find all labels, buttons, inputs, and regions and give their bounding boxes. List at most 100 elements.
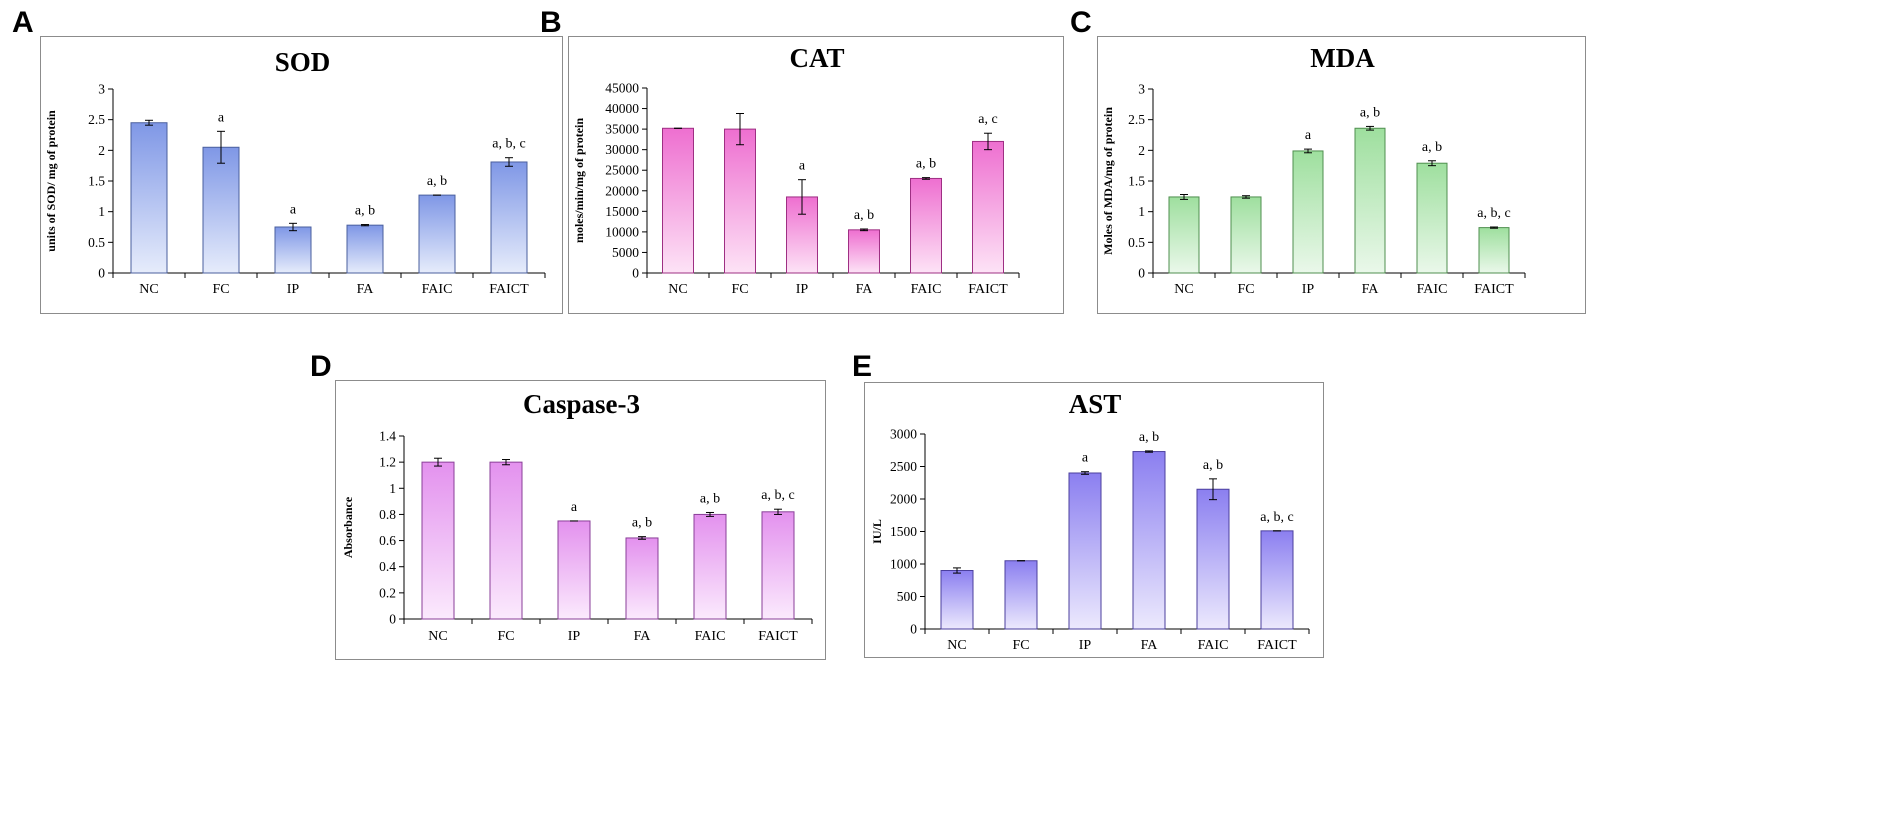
bar-faict	[761, 511, 795, 620]
x-tick-label: NC	[947, 638, 966, 653]
significance-label: a	[571, 500, 578, 515]
y-tick-label: 1.2	[379, 455, 396, 470]
bar-fa	[625, 537, 659, 620]
bar-nc	[662, 127, 694, 274]
y-tick-label: 3	[98, 82, 105, 97]
y-tick-label: 0	[910, 622, 917, 637]
x-tick-label: IP	[568, 629, 581, 644]
y-tick-label: 500	[897, 589, 918, 604]
chart-title: Caspase-3	[523, 389, 640, 419]
x-tick-label: FAICT	[758, 629, 798, 644]
y-axis-label: Absorbance	[341, 496, 355, 558]
y-tick-label: 10000	[605, 224, 639, 239]
significance-label: a, b, c	[761, 488, 794, 503]
x-tick-label: IP	[796, 282, 809, 297]
y-tick-label: 35000	[605, 122, 639, 137]
chart-panel-caspase-3: Caspase-3 Absorbance 0 0.2 0.4 0.6 0.8 1 1.2 1.4 N…	[335, 380, 826, 660]
bar-faict	[972, 140, 1004, 274]
bar-fa	[848, 229, 880, 274]
y-tick-label: 2.5	[88, 112, 105, 127]
x-tick-label: IP	[1302, 282, 1315, 297]
chart-panel-cat: CAT moles/min/mg of protein 0 5000 10000 1500…	[568, 36, 1064, 314]
x-tick-label: FC	[731, 282, 748, 297]
bar-faic	[1416, 162, 1448, 274]
significance-label: a	[1305, 128, 1312, 143]
x-tick-label: FA	[856, 282, 874, 297]
significance-label: a, c	[978, 112, 997, 127]
bar-faict	[1260, 530, 1294, 630]
y-tick-label: 30000	[605, 142, 639, 157]
y-tick-label: 45000	[605, 81, 639, 96]
significance-label: a, b	[854, 208, 874, 223]
chart-svg-ast: AST IU/L 0 500 1000 1500 2000 2500 3000 NC FC IP a FA…	[870, 389, 1310, 653]
y-tick-label: 1.5	[1128, 174, 1145, 189]
y-tick-label: 1.5	[88, 174, 105, 189]
x-tick-label: FC	[212, 282, 229, 297]
bar-faict	[490, 161, 528, 274]
y-tick-label: 5000	[612, 245, 639, 260]
bar-nc	[421, 461, 455, 620]
x-tick-label: FAIC	[1198, 638, 1229, 653]
significance-label: a, b	[427, 174, 447, 189]
x-tick-label: NC	[668, 282, 687, 297]
y-tick-label: 0.2	[379, 585, 396, 600]
y-tick-label: 0.5	[1128, 235, 1145, 250]
bar-faict	[1478, 227, 1510, 274]
x-tick-label: NC	[139, 282, 158, 297]
bar-faic	[693, 513, 727, 620]
bar-faic	[1196, 488, 1230, 630]
x-tick-label: FAICT	[1474, 282, 1514, 297]
y-tick-label: 40000	[605, 101, 639, 116]
x-tick-label: FAIC	[695, 629, 726, 644]
x-tick-label: FAICT	[1257, 638, 1297, 653]
x-tick-label: FA	[1362, 282, 1380, 297]
bar-ip	[557, 520, 591, 620]
y-tick-label: 0	[1138, 266, 1145, 281]
y-tick-label: 1.4	[379, 429, 396, 444]
y-tick-label: 0.6	[379, 533, 396, 548]
x-tick-label: FA	[357, 282, 375, 297]
chart-svg-caspase-3: Caspase-3 Absorbance 0 0.2 0.4 0.6 0.8 1 1.2 1.4 N…	[341, 389, 813, 644]
significance-label: a	[290, 202, 297, 217]
y-tick-label: 2.5	[1128, 112, 1145, 127]
significance-label: a	[218, 110, 225, 125]
significance-label: a, b	[1203, 458, 1223, 473]
y-tick-label: 0	[632, 266, 639, 281]
x-tick-label: FC	[497, 629, 514, 644]
bar-ip	[1068, 472, 1102, 630]
chart-panel-ast: AST IU/L 0 500 1000 1500 2000 2500 3000 NC FC IP a FA…	[864, 382, 1324, 658]
y-tick-label: 0	[389, 612, 396, 627]
y-tick-label: 2	[1138, 143, 1145, 158]
bar-ip	[274, 226, 312, 274]
significance-label: a, b	[355, 204, 375, 219]
y-tick-label: 1	[98, 204, 105, 219]
y-tick-label: 1000	[890, 557, 917, 572]
bar-fa	[1354, 127, 1386, 274]
significance-label: a, b, c	[492, 137, 525, 152]
x-tick-label: IP	[287, 282, 300, 297]
panel-letter-d: D	[310, 350, 332, 383]
bar-faic	[418, 194, 456, 274]
y-tick-label: 25000	[605, 163, 639, 178]
y-tick-label: 3000	[890, 427, 917, 442]
y-tick-label: 0.8	[379, 507, 396, 522]
y-axis-label: Moles of MDA/mg of protein	[1101, 107, 1115, 255]
y-tick-label: 1	[389, 481, 396, 496]
chart-title: MDA	[1310, 43, 1375, 73]
x-tick-label: FA	[634, 629, 652, 644]
y-tick-label: 0.4	[379, 559, 396, 574]
panel-letter-c: C	[1070, 6, 1092, 39]
y-tick-label: 3	[1138, 82, 1145, 97]
x-tick-label: IP	[1079, 638, 1092, 653]
bar-fa	[1132, 451, 1166, 630]
bar-fc	[1230, 196, 1262, 274]
bar-faic	[910, 177, 942, 274]
bar-ip	[1292, 150, 1324, 274]
y-tick-label: 20000	[605, 183, 639, 198]
y-tick-label: 1500	[890, 524, 917, 539]
panel-letter-e: E	[852, 350, 873, 383]
y-axis-label: moles/min/mg of protein	[572, 118, 586, 243]
significance-label: a, b	[700, 491, 720, 506]
y-tick-label: 1	[1138, 204, 1145, 219]
bar-nc	[940, 570, 974, 630]
